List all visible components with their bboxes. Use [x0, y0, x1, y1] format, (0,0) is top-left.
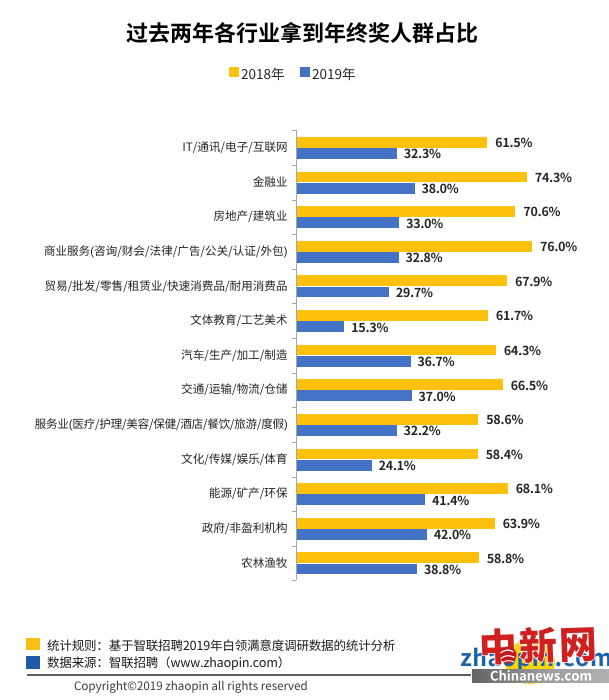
svg-text:中新网: 中新网 — [478, 613, 600, 672]
svg-text:zhaopin.com: zhaopin.com — [460, 639, 609, 673]
svg-text:Chinanews.com: Chinanews.com — [490, 666, 592, 685]
